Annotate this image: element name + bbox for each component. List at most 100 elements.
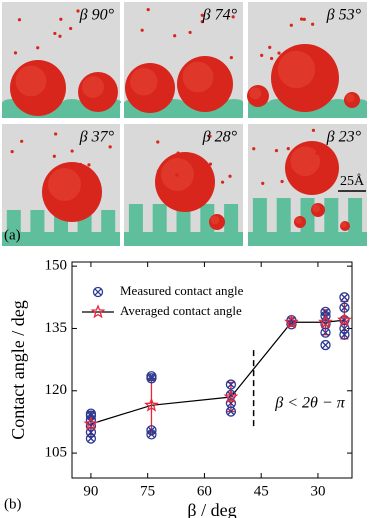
droplet-shade (290, 146, 321, 177)
vapor-molecule (260, 53, 264, 57)
marker-cross (94, 288, 102, 296)
marker-circle (85, 433, 97, 444)
droplet-shade (277, 50, 316, 89)
droplet-shade (249, 87, 262, 100)
droplet-shade (48, 168, 81, 201)
marker-cross (340, 304, 349, 312)
marker-circle (320, 327, 331, 338)
measured-point (146, 425, 157, 436)
panel-label: β 23° (326, 129, 362, 146)
droplet-shade (130, 68, 158, 96)
vapor-molecule (268, 45, 272, 49)
marker-circle (339, 292, 350, 303)
vapor-molecule (277, 51, 281, 55)
marker-circle (225, 379, 237, 390)
pillar (128, 204, 143, 232)
marker-cross (321, 328, 330, 337)
vapor-molecule (78, 162, 83, 167)
average-point (318, 314, 333, 329)
vapor-molecule (289, 23, 293, 27)
x-tick-label: 60 (197, 483, 212, 499)
vapor-molecule (311, 128, 316, 132)
marker-circle (85, 420, 97, 432)
marker-circle (339, 329, 350, 340)
y-tick-label: 105 (45, 445, 68, 461)
y-tick-label: 120 (45, 382, 68, 398)
vapor-molecule (76, 9, 80, 13)
droplet-shade (312, 204, 321, 213)
vapor-molecule (176, 151, 180, 155)
droplet-shade (82, 76, 104, 98)
panel-label: β 53° (326, 7, 362, 24)
x-axis-title: β / deg (187, 500, 236, 518)
pillar (348, 198, 363, 232)
scale-bar-label: 25Å (340, 173, 365, 189)
substrate-bump (225, 99, 243, 105)
snapshot: β 28° (124, 124, 243, 246)
vapor-molecule (231, 15, 235, 19)
legend-label: Averaged contact angle (120, 303, 242, 318)
vapor-molecule (53, 31, 57, 36)
vapor-molecule (146, 8, 150, 12)
marker-circle (320, 339, 331, 351)
droplet-shade (15, 65, 47, 97)
x-tick-label: 90 (83, 483, 98, 499)
annotation: β < 2θ − π (274, 395, 345, 412)
vapor-molecule (311, 22, 315, 26)
vapor-molecule (58, 34, 62, 38)
pillar (6, 210, 21, 232)
pillar (152, 204, 167, 232)
vapor-molecule (200, 13, 204, 17)
vapor-molecule (17, 18, 22, 22)
snapshot: β 37° (2, 124, 120, 246)
vapor-molecule (70, 149, 74, 153)
snapshot: β 74° (124, 2, 243, 118)
droplet-shade (182, 61, 214, 93)
vapor-molecule (36, 46, 40, 50)
y-tick-label: 150 (45, 258, 68, 274)
vapor-molecule (208, 162, 213, 166)
vapor-molecule (208, 134, 212, 138)
droplet-shade (345, 93, 355, 103)
pillar (324, 198, 339, 232)
measured-point (339, 323, 350, 334)
marker-circle (85, 427, 97, 438)
vapor-molecule (315, 151, 319, 155)
vapor-molecule (302, 17, 306, 21)
vapor-molecule (173, 34, 177, 38)
marker-circle (92, 286, 104, 298)
panel-label: β 90° (79, 7, 115, 24)
snapshot: β 90° (2, 2, 121, 118)
substrate-bump (329, 99, 347, 105)
vapor-molecule (188, 30, 192, 35)
vapor-molecule (140, 28, 144, 32)
vapor-molecule (274, 149, 279, 153)
marker-cross (147, 372, 156, 380)
marker-cross (287, 316, 296, 324)
snapshot: β 23° (248, 124, 367, 246)
vapor-molecule (220, 180, 225, 184)
substrate-bump (63, 99, 81, 105)
average-point (223, 389, 239, 404)
marker-cross (147, 426, 156, 434)
marker-circle (339, 323, 350, 334)
marker-cross (340, 324, 349, 333)
legend-label: Measured contact angle (120, 283, 244, 298)
simulation-panels: β 90° β 74° β 53° β 37° β 28° β 23° 25Å (a) (2, 2, 367, 246)
vapor-molecule (261, 181, 265, 185)
vapor-molecule (175, 173, 179, 177)
snapshot: β 53° (247, 2, 367, 118)
marker-cross (340, 293, 349, 301)
marker-cross (321, 308, 330, 316)
marker-circle (339, 302, 350, 313)
vapor-molecule (269, 56, 274, 61)
measured-point (225, 379, 237, 390)
marker-cross (227, 407, 235, 416)
marker-cross (87, 409, 95, 418)
measured-point (339, 292, 350, 303)
marker-circle (146, 371, 157, 382)
average-point (284, 314, 299, 329)
plot-frame (71, 261, 353, 479)
pillar (252, 198, 267, 232)
panel-label: β 37° (79, 129, 115, 146)
